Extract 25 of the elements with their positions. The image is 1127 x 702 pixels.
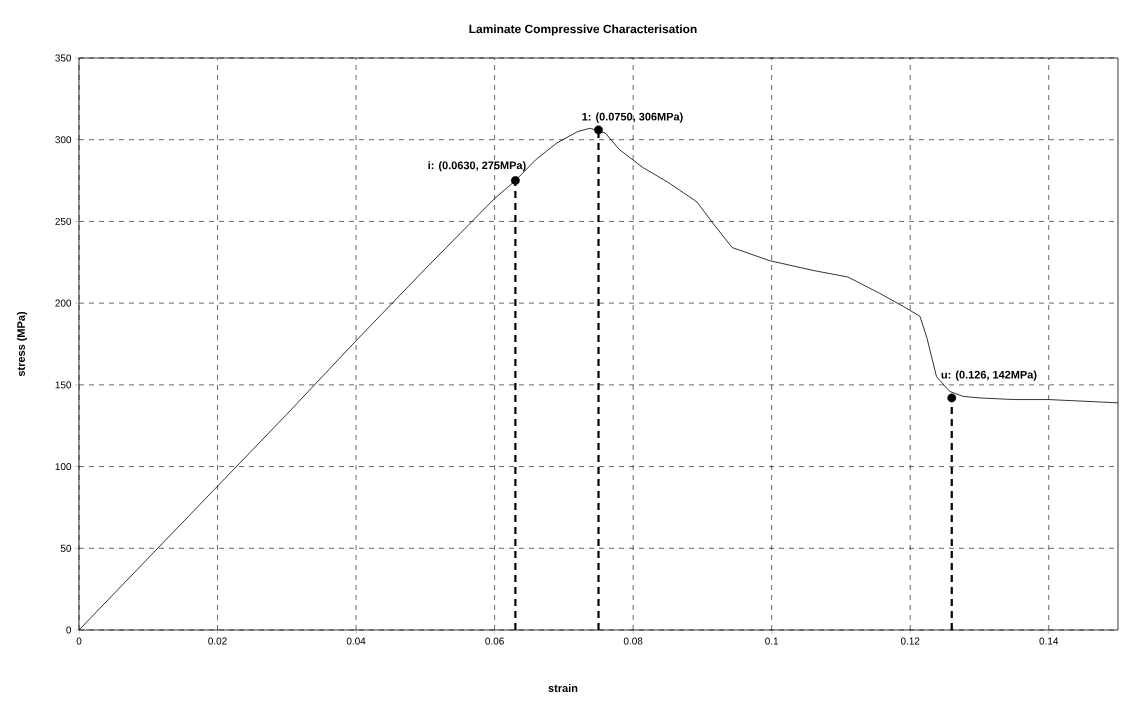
point <box>594 125 603 135</box>
y-tick-label: 100 <box>55 463 72 471</box>
x-tick-label: 0.06 <box>485 637 504 645</box>
point <box>510 176 520 185</box>
y-tick-label: 150 <box>55 381 72 389</box>
x-tick-label: 0 <box>76 637 82 645</box>
point <box>947 393 957 403</box>
x-tick-label: 0.04 <box>346 637 366 645</box>
annotation: i: (0.0630, 275MPa) <box>428 161 526 172</box>
chart-title: Laminate Compressive Characterisation <box>469 24 697 36</box>
x-tick-label: 0.14 <box>1039 637 1059 645</box>
x-axis-title: strain <box>548 683 578 693</box>
x-tick-label: 0.08 <box>623 637 643 645</box>
annotation: 1: (0.0750, 306MPa) <box>582 112 683 123</box>
y-tick-label: 50 <box>60 544 72 552</box>
y-tick-label: 350 <box>55 54 72 62</box>
annotation: u: (0.126, 142MPa) <box>941 370 1037 381</box>
x-tick-label: 0.1 <box>765 637 779 645</box>
y-tick-label: 200 <box>55 299 72 307</box>
y-tick-label: 0 <box>66 626 72 634</box>
x-tick-label: 0.02 <box>208 637 227 645</box>
y-tick-label: 250 <box>55 217 72 225</box>
y-tick-label: 300 <box>55 136 72 144</box>
x-tick-label: 0.12 <box>900 637 920 645</box>
y-axis-title: stress (MPa) <box>16 311 28 377</box>
